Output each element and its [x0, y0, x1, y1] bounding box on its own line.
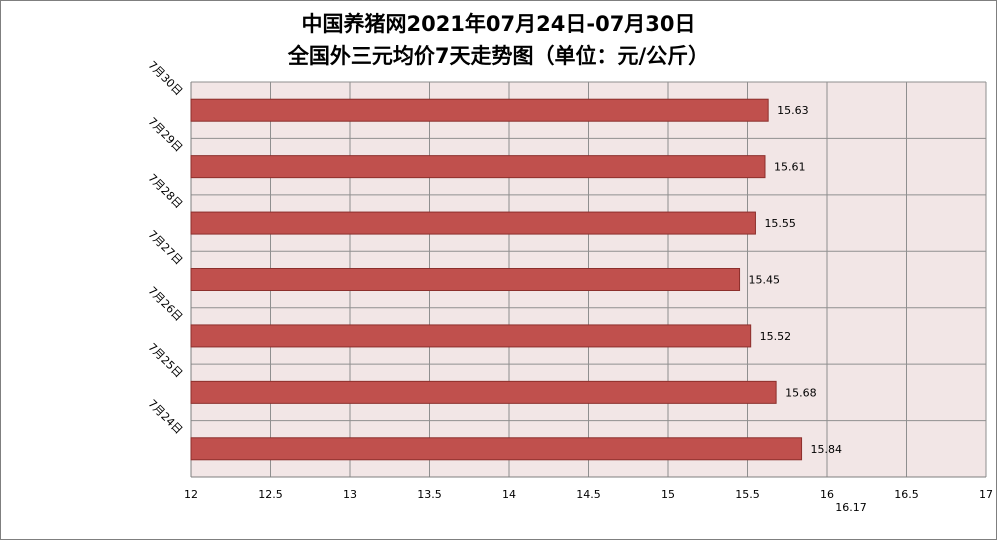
bar-value-label: 15.45: [749, 274, 781, 287]
category-tick-label: 7月30日: [145, 59, 185, 99]
axis-annotation: 16.17: [835, 501, 867, 514]
x-tick-label: 13.5: [417, 488, 442, 501]
bar-value-label: 15.68: [785, 386, 817, 399]
bar-value-label: 15.63: [777, 104, 809, 117]
chart-title: 中国养猪网2021年07月24日-07月30日: [301, 12, 696, 36]
category-tick-label: 7月28日: [145, 171, 185, 211]
bar: [190, 268, 741, 291]
bar: [190, 155, 766, 179]
x-tick-label: 16.5: [894, 488, 919, 501]
category-tick-label: 7月27日: [145, 228, 185, 268]
bar-value-label: 15.84: [811, 443, 843, 456]
bar: [190, 380, 777, 404]
x-tick-label: 14.5: [576, 488, 601, 501]
x-tick-label: 14: [502, 488, 516, 501]
bar-value-label: 15.61: [774, 161, 806, 174]
x-tick-label: 12.5: [258, 488, 283, 501]
x-tick-label: 13: [343, 488, 357, 501]
category-tick-label: 7月24日: [145, 397, 185, 437]
bar: [190, 437, 803, 461]
x-tick-label: 17: [979, 488, 993, 501]
bar: [190, 211, 756, 235]
bar-value-label: 15.52: [760, 330, 792, 343]
category-tick-label: 7月29日: [145, 115, 185, 155]
x-tick-label: 16: [820, 488, 834, 501]
x-tick-label: 12: [184, 488, 198, 501]
chart-subtitle: 全国外三元均价7天走势图（单位：元/公斤）: [287, 44, 710, 68]
category-tick-label: 7月26日: [145, 284, 185, 324]
x-tick-label: 15.5: [735, 488, 760, 501]
bar: [190, 98, 769, 122]
bar: [190, 324, 752, 348]
category-tick-label: 7月25日: [145, 341, 185, 381]
bar-value-label: 15.55: [764, 217, 796, 230]
x-tick-label: 15: [661, 488, 675, 501]
